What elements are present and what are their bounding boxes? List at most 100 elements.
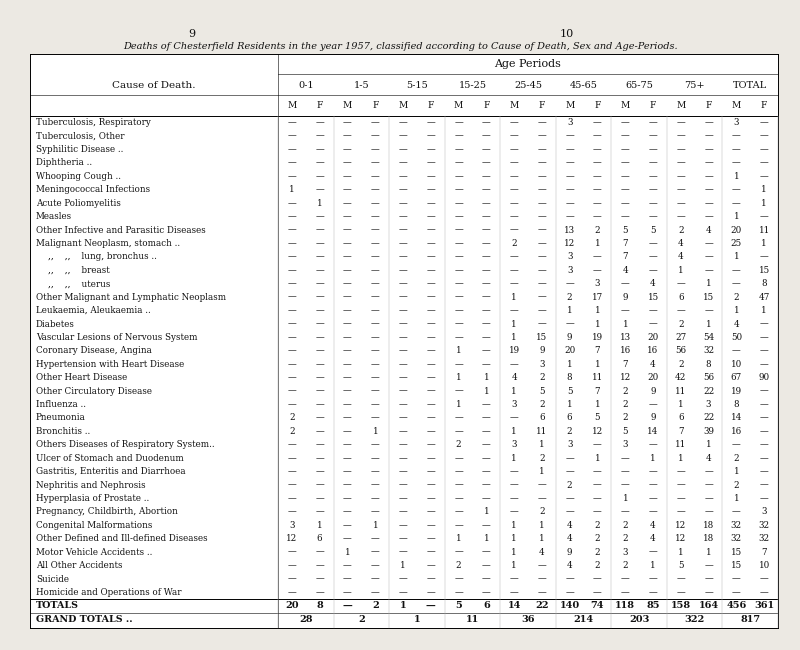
Text: 6: 6: [678, 292, 683, 302]
Text: 2: 2: [622, 400, 628, 409]
Text: —: —: [426, 440, 435, 449]
Text: —: —: [371, 387, 379, 396]
Text: —: —: [704, 212, 713, 221]
Text: 4: 4: [678, 239, 684, 248]
Text: 47: 47: [758, 292, 770, 302]
Text: —: —: [621, 132, 630, 140]
Text: F: F: [594, 101, 601, 111]
Text: —: —: [649, 508, 658, 516]
Text: —: —: [538, 132, 546, 140]
Text: —: —: [398, 575, 407, 584]
Text: F: F: [761, 101, 767, 111]
Text: 1: 1: [511, 521, 517, 530]
Text: —: —: [315, 575, 324, 584]
Text: —: —: [566, 212, 574, 221]
Text: 19: 19: [592, 333, 603, 342]
Text: M: M: [398, 101, 408, 111]
Text: 5: 5: [650, 226, 656, 235]
Text: —: —: [482, 132, 490, 140]
Text: —: —: [510, 132, 518, 140]
Text: 1: 1: [414, 615, 420, 624]
Text: —: —: [343, 266, 352, 275]
Text: —: —: [760, 467, 769, 476]
Text: —: —: [315, 373, 324, 382]
Text: —: —: [287, 292, 296, 302]
Text: 8: 8: [762, 280, 767, 288]
Text: —: —: [732, 280, 741, 288]
Text: 28: 28: [299, 615, 313, 624]
Text: 4: 4: [706, 226, 711, 235]
Text: —: —: [510, 480, 518, 489]
Text: —: —: [593, 494, 602, 503]
Text: —: —: [426, 400, 435, 409]
Text: —: —: [398, 346, 407, 356]
Text: —: —: [538, 575, 546, 584]
Text: —: —: [677, 212, 685, 221]
Text: —: —: [677, 118, 685, 127]
Text: 2: 2: [289, 427, 294, 436]
Text: —: —: [649, 212, 658, 221]
Text: 2: 2: [622, 561, 628, 570]
Text: All Other Accidents: All Other Accidents: [36, 561, 122, 570]
Text: —: —: [454, 508, 463, 516]
Text: F: F: [483, 101, 490, 111]
Text: —: —: [760, 454, 769, 463]
Text: —: —: [371, 185, 379, 194]
Text: 7: 7: [622, 239, 628, 248]
Text: —: —: [343, 172, 352, 181]
Text: —: —: [426, 292, 435, 302]
Text: —: —: [343, 280, 352, 288]
Text: —: —: [371, 548, 379, 556]
Text: —: —: [677, 199, 685, 208]
Text: —: —: [538, 494, 546, 503]
Text: —: —: [677, 159, 685, 168]
Text: —: —: [287, 440, 296, 449]
Text: —: —: [482, 320, 490, 328]
Text: 1: 1: [511, 427, 517, 436]
Text: —: —: [482, 333, 490, 342]
Text: 4: 4: [566, 534, 573, 543]
Text: —: —: [677, 588, 685, 597]
Text: 32: 32: [703, 346, 714, 356]
Text: —: —: [398, 239, 407, 248]
Text: —: —: [454, 387, 463, 396]
Text: Vascular Lesions of Nervous System: Vascular Lesions of Nervous System: [36, 333, 198, 342]
Text: —: —: [343, 320, 352, 328]
Text: —: —: [398, 280, 407, 288]
Text: 27: 27: [675, 333, 686, 342]
Text: 2: 2: [539, 400, 545, 409]
Text: Syphilitic Disease ..: Syphilitic Disease ..: [36, 145, 123, 154]
Text: —: —: [315, 588, 324, 597]
Text: —: —: [426, 588, 435, 597]
Text: —: —: [426, 252, 435, 261]
Text: —: —: [426, 480, 435, 489]
Text: —: —: [315, 145, 324, 154]
Text: —: —: [342, 601, 352, 610]
Text: 164: 164: [698, 601, 718, 610]
Text: F: F: [538, 101, 545, 111]
Text: ,,    ,,    uterus: ,, ,, uterus: [48, 280, 110, 288]
Text: —: —: [621, 467, 630, 476]
Text: 7: 7: [678, 427, 683, 436]
Text: F: F: [650, 101, 656, 111]
Text: 13: 13: [620, 333, 630, 342]
Text: —: —: [343, 132, 352, 140]
Text: ,,    ,,    breast: ,, ,, breast: [48, 266, 110, 275]
Text: —: —: [287, 199, 296, 208]
Text: —: —: [287, 239, 296, 248]
Text: —: —: [398, 387, 407, 396]
Text: —: —: [649, 239, 658, 248]
Text: —: —: [510, 360, 518, 369]
Text: Leukaemia, Aleukaemia ..: Leukaemia, Aleukaemia ..: [36, 306, 150, 315]
Text: 2: 2: [511, 239, 517, 248]
Text: —: —: [649, 440, 658, 449]
Text: 12: 12: [675, 521, 686, 530]
Text: 3: 3: [539, 360, 545, 369]
Text: —: —: [649, 145, 658, 154]
Text: 22: 22: [703, 413, 714, 423]
Text: F: F: [706, 101, 712, 111]
Text: 1: 1: [511, 548, 517, 556]
Text: —: —: [426, 199, 435, 208]
Text: —: —: [677, 494, 685, 503]
Text: Diphtheria ..: Diphtheria ..: [36, 159, 92, 168]
